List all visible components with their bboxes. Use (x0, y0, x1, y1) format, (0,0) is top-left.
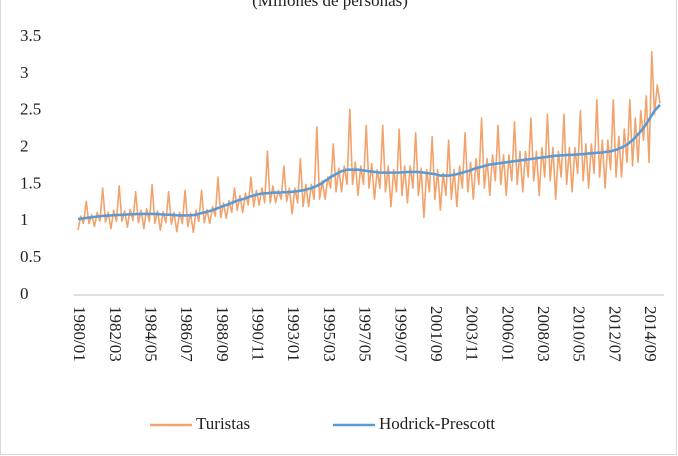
x-tick-label: 1997/05 (356, 306, 375, 362)
x-tick-label: 1993/01 (284, 306, 303, 362)
x-tick-label: 1990/11 (249, 306, 268, 361)
x-tick-label: 1988/09 (213, 306, 232, 362)
series-line (77, 50, 661, 234)
y-tick-label: 1.5 (20, 173, 41, 192)
x-tick-label: 2012/07 (605, 306, 624, 362)
y-tick-label: 1 (20, 210, 29, 229)
x-tick-label: 2006/01 (498, 306, 517, 362)
x-tick-label: 1995/03 (320, 306, 339, 362)
x-tick-label: 1986/07 (177, 306, 196, 362)
chart-title: (Millones de personas) (252, 0, 408, 10)
x-tick-label: 2014/09 (641, 306, 660, 362)
x-tick-label: 1982/03 (106, 306, 125, 362)
y-tick-label: 3 (20, 63, 29, 82)
series-line (77, 103, 661, 221)
x-tick-label: 1999/07 (391, 306, 410, 362)
x-tick-label: 2010/05 (570, 306, 589, 362)
y-tick-label: 3.5 (20, 26, 41, 45)
y-tick-label: 0 (20, 284, 29, 303)
x-tick-label: 2008/03 (534, 306, 553, 362)
y-tick-label: 2.5 (20, 100, 41, 119)
x-tick-label: 1980/01 (70, 306, 89, 362)
x-tick-label: 1984/05 (141, 306, 160, 362)
x-tick-label: 2003/11 (463, 306, 482, 361)
legend-label: Hodrick-Prescott (379, 414, 495, 433)
y-tick-label: 0.5 (20, 247, 41, 266)
legend-label: Turistas (196, 414, 250, 433)
x-tick-label: 2001/09 (427, 306, 446, 362)
y-tick-label: 2 (20, 136, 29, 155)
